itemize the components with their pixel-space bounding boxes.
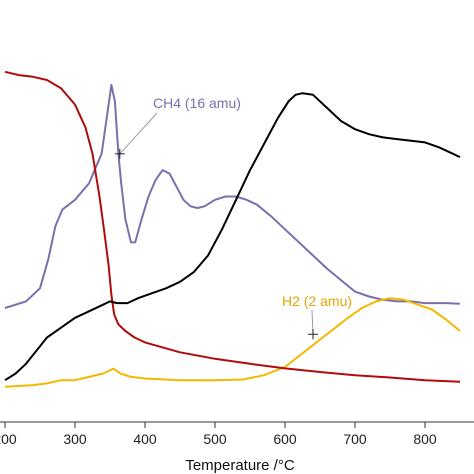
ch4-annotation: CH4 (16 amu) — [153, 95, 241, 111]
x-tick-label: 400 — [133, 431, 157, 447]
annotations: CH4 (16 amu) H2 (2 amu) — [114, 95, 352, 340]
x-tick-label: 300 — [63, 431, 87, 447]
series-line-3 — [4, 92, 461, 382]
x-tick-label: 700 — [343, 431, 367, 447]
ch4-leader-line — [119, 112, 158, 155]
x-tick-label: 800 — [413, 431, 437, 447]
x-axis-title: Temperature /°C — [185, 457, 295, 474]
x-ticks: 200 300 400 500 600 700 800 — [0, 422, 437, 447]
h2-annotation: H2 (2 amu) — [282, 293, 352, 309]
x-tick-label: 200 — [0, 431, 17, 447]
ch4-marker — [114, 148, 125, 159]
x-axis: 200 300 400 500 600 700 800 — [0, 421, 474, 447]
series-line-2 — [4, 70, 461, 383]
x-tick-label: 500 — [203, 431, 227, 447]
h2-marker — [308, 329, 318, 340]
x-tick-label: 600 — [273, 431, 297, 447]
series-lines — [4, 70, 461, 388]
series-line-1 — [4, 297, 461, 388]
